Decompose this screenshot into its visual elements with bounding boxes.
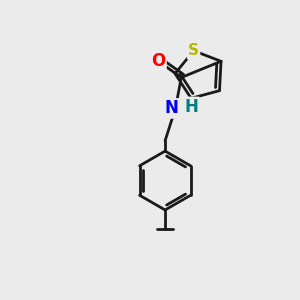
Text: H: H — [185, 98, 199, 116]
Text: N: N — [165, 99, 179, 117]
Text: O: O — [151, 52, 166, 70]
Text: S: S — [188, 43, 199, 58]
